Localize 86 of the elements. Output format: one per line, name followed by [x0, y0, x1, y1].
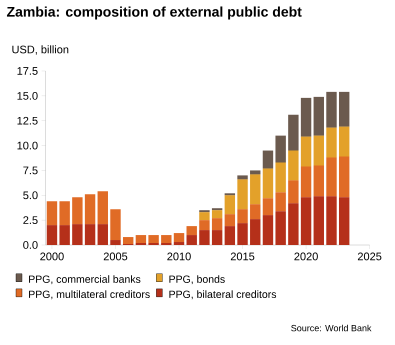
bar	[59, 225, 70, 245]
y-tick-label: 17.5	[17, 67, 38, 75]
bar	[314, 136, 324, 166]
bar	[212, 218, 222, 230]
y-tick-label: 15.0	[17, 92, 38, 100]
bar	[250, 170, 260, 174]
bar	[224, 226, 236, 245]
chart-title: Zambia: composition of external public debt	[6, 6, 302, 20]
y-tick-label: 5.0	[23, 191, 38, 200]
bar	[237, 175, 248, 180]
bar	[326, 128, 337, 158]
bar	[338, 197, 350, 245]
bar	[237, 179, 248, 210]
bar	[174, 242, 184, 245]
bar	[314, 165, 324, 196]
bar	[237, 223, 248, 245]
bar	[174, 233, 184, 242]
bar	[288, 203, 299, 245]
source-note: Source: World Bank	[291, 324, 372, 332]
x-tick-label: 2000	[40, 252, 64, 260]
bar	[224, 195, 236, 214]
bar	[338, 92, 350, 127]
bar	[262, 198, 274, 216]
bar	[237, 209, 248, 224]
x-tick-label: 2025	[358, 252, 382, 260]
bar	[314, 196, 324, 245]
bar	[338, 126, 350, 157]
legend-label: PPG, bilateral creditors	[169, 290, 276, 300]
bar	[288, 150, 299, 180]
bar	[98, 224, 108, 245]
bar	[338, 156, 350, 198]
bar	[275, 192, 286, 212]
y-tick-label: 10.0	[17, 142, 38, 150]
y-tick-label: 7.5	[23, 166, 38, 174]
legend-label: PPG, bonds	[169, 275, 225, 284]
bar	[300, 197, 312, 245]
bar	[326, 196, 337, 245]
bar	[250, 174, 260, 204]
bar	[300, 98, 312, 137]
y-tick-label: 2.5	[23, 216, 38, 224]
bar	[84, 224, 96, 245]
bar	[199, 230, 210, 245]
bar	[110, 240, 121, 245]
legend-label: PPG, commercial banks	[29, 275, 140, 284]
bar	[300, 136, 312, 166]
x-tick-label: 2010	[167, 252, 191, 260]
bar	[72, 197, 83, 224]
bar	[186, 226, 197, 236]
bar	[122, 237, 134, 244]
bar	[199, 220, 210, 230]
bar	[300, 166, 312, 198]
y-axis-title: USD, billion	[12, 45, 68, 55]
bar	[84, 194, 96, 224]
bar	[212, 230, 222, 245]
bar	[275, 162, 286, 192]
bar	[262, 215, 274, 245]
bar	[186, 235, 197, 245]
bar	[288, 180, 299, 204]
x-tick-label: 2005	[104, 252, 128, 260]
y-tick-label: 12.5	[17, 116, 38, 125]
bar	[98, 191, 108, 224]
bar	[326, 158, 337, 196]
bar	[275, 211, 286, 245]
bar	[46, 201, 58, 226]
bar	[136, 235, 146, 244]
bar	[161, 235, 172, 244]
bar	[110, 209, 121, 240]
y-tick-label: 0.0	[23, 241, 38, 249]
bar	[288, 114, 299, 151]
bar	[326, 92, 337, 128]
bar	[275, 136, 286, 162]
bar	[224, 214, 236, 226]
x-tick-label: 2020	[294, 252, 318, 260]
legend-label: PPG, multilateral creditors	[29, 290, 150, 300]
bar	[262, 168, 274, 198]
bar	[46, 225, 58, 245]
bar	[199, 212, 210, 220]
bar	[314, 96, 324, 136]
bar	[59, 201, 70, 226]
bar	[250, 219, 260, 245]
x-tick-label: 2015	[230, 252, 254, 260]
bar	[262, 150, 274, 168]
bar	[148, 235, 159, 244]
bar	[212, 210, 222, 218]
bar	[250, 204, 260, 220]
bar	[72, 224, 83, 245]
